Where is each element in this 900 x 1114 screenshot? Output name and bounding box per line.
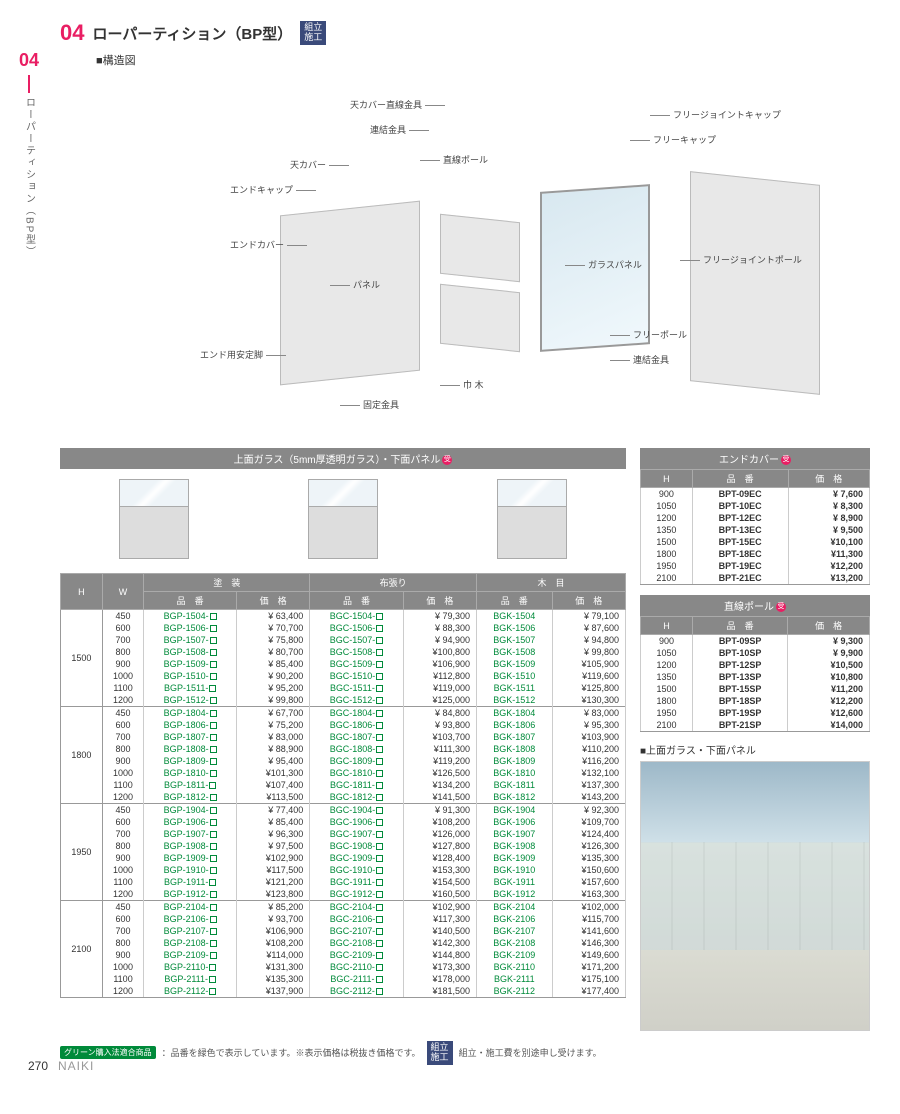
table-row: 1100BGP-1911-¥121,200BGC-1911-¥154,500BG… [61, 876, 626, 888]
table-row: 2100BPT-21SP¥14,000 [641, 719, 870, 732]
diagram-label: 連結金具 [370, 123, 429, 136]
header-num: 04 [60, 20, 84, 46]
pole-title: 直線ポール受 [640, 595, 870, 616]
assembly-badge-small: 組立 施工 [427, 1041, 453, 1065]
table-row: 1200BPT-12EC¥ 8,900 [641, 512, 870, 524]
footnote-text1: ：品番を緑色で表示しています。※表示価格は税抜き価格です。 [162, 1046, 421, 1059]
endcover-table: H品 番価 格900BPT-09EC¥ 7,6001050BPT-10EC¥ 8… [640, 469, 870, 585]
table-row: 1950BPT-19SP¥12,600 [641, 707, 870, 719]
brand-name: NAIKI [58, 1059, 94, 1073]
structure-heading: ■構造図 [96, 52, 870, 68]
table-row: 900BGP-2109-¥114,000BGC-2109-¥144,800BGK… [61, 949, 626, 961]
diagram-label: 固定金具 [340, 398, 399, 411]
product-photo [640, 761, 870, 1031]
table-row: 800BGP-1808-¥ 88,900BGC-1808-¥111,300BGK… [61, 743, 626, 755]
table-row: 1350BPT-13EC¥ 9,500 [641, 524, 870, 536]
table-row: 900BPT-09SP¥ 9,300 [641, 635, 870, 648]
table-row: 1100BGP-1811-¥107,400BGC-1811-¥134,200BG… [61, 779, 626, 791]
table-row: 800BGP-2108-¥108,200BGC-2108-¥142,300BGK… [61, 937, 626, 949]
table-row: 900BGP-1909-¥102,900BGC-1909-¥128,400BGK… [61, 852, 626, 864]
table-row: 900BGP-1809-¥ 95,400BGC-1809-¥119,200BGK… [61, 755, 626, 767]
structure-diagram: 天カバー直線金具 連結金具 天カバー エンドキャップ 直線ポール エンドカバー … [120, 78, 850, 428]
table-row: 1000BGP-1510-¥ 90,200BGC-1510-¥112,800BG… [61, 670, 626, 682]
table-row: 1200BGP-1912-¥123,800BGC-1912-¥160,500BG… [61, 888, 626, 901]
table-row: 1500BPT-15EC¥10,100 [641, 536, 870, 548]
table-row: 700BGP-2107-¥106,900BGC-2107-¥140,500BGK… [61, 925, 626, 937]
table-row: 700BGP-1807-¥ 83,000BGC-1807-¥103,700BGK… [61, 731, 626, 743]
endcover-title: エンドカバー受 [640, 448, 870, 469]
diagram-label: エンドキャップ [230, 183, 316, 196]
page-number: 270 [28, 1059, 48, 1073]
table-row: 1200BGP-1812-¥113,500BGC-1812-¥141,500BG… [61, 791, 626, 804]
main-table-title: 上面ガラス（5mm厚透明ガラス）・下面パネル受 [60, 448, 626, 469]
table-row: 1800BPT-18EC¥11,300 [641, 548, 870, 560]
diagram-label: フリーポール [610, 328, 687, 341]
table-row: 700BGP-1907-¥ 96,300BGC-1907-¥126,000BGK… [61, 828, 626, 840]
table-row: 900BPT-09EC¥ 7,600 [641, 488, 870, 501]
diagram-label: 天カバー直線金具 [350, 98, 445, 111]
diagram-label: 直線ポール [420, 153, 488, 166]
header-title: ローパーティション（BP型） [92, 23, 292, 44]
diagram-label: エンドカバー [230, 238, 307, 251]
diagram-label: 連結金具 [610, 353, 669, 366]
diagram-label: 天カバー [290, 158, 349, 171]
table-row: 1500BPT-15SP¥11,200 [641, 683, 870, 695]
diagram-label: フリージョイントポール [680, 253, 802, 266]
footnote: グリーン購入法適合商品 ：品番を緑色で表示しています。※表示価格は税抜き価格です… [60, 1041, 870, 1065]
table-row: 1000BGP-1810-¥101,300BGC-1810-¥126,500BG… [61, 767, 626, 779]
table-row: 700BGP-1507-¥ 75,800BGC-1507-¥ 94,900BGK… [61, 634, 626, 646]
table-row: 900BGP-1509-¥ 85,400BGC-1509-¥106,900BGK… [61, 658, 626, 670]
diagram-label: パネル [330, 278, 380, 291]
side-tab: 04 ローパーティション（BP型） [18, 50, 40, 258]
table-row: 1350BPT-13SP¥10,800 [641, 671, 870, 683]
table-row: 1200BGP-1512-¥ 99,800BGC-1512-¥125,000BG… [61, 694, 626, 707]
table-row: 600BGP-1906-¥ 85,400BGC-1906-¥108,200BGK… [61, 816, 626, 828]
table-row: 600BGP-2106-¥ 93,700BGC-2106-¥117,300BGK… [61, 913, 626, 925]
diagram-label: フリーキャップ [630, 133, 716, 146]
table-row: 1950BPT-19EC¥12,200 [641, 560, 870, 572]
table-row: 1800BPT-18SP¥12,200 [641, 695, 870, 707]
photo-caption: ■上面ガラス・下面パネル [640, 742, 870, 757]
diagram-label: エンド用安定脚 [200, 348, 286, 361]
diagram-label: フリージョイントキャップ [650, 108, 781, 121]
eco-badge: グリーン購入法適合商品 [60, 1046, 156, 1059]
panel-thumbnails [60, 469, 626, 573]
table-row: 600BGP-1806-¥ 75,200BGC-1806-¥ 93,800BGK… [61, 719, 626, 731]
main-price-table: HW塗 装布張り木 目品 番価 格品 番価 格品 番価 格1500450BGP-… [60, 573, 626, 998]
table-row: 800BGP-1508-¥ 80,700BGC-1508-¥100,800BGK… [61, 646, 626, 658]
side-divider [28, 75, 30, 93]
table-row: 1500450BGP-1504-¥ 63,400BGC-1504-¥ 79,30… [61, 610, 626, 623]
table-row: 1950450BGP-1904-¥ 77,400BGC-1904-¥ 91,30… [61, 804, 626, 817]
table-row: 1000BGP-1910-¥117,500BGC-1910-¥153,300BG… [61, 864, 626, 876]
table-row: 1800450BGP-1804-¥ 67,700BGC-1804-¥ 84,80… [61, 707, 626, 720]
table-row: 2100450BGP-2104-¥ 85,200BGC-2104-¥102,90… [61, 901, 626, 914]
footnote-text2: 組立・施工費を別途申し受けます。 [459, 1046, 602, 1059]
table-row: 1050BPT-10EC¥ 8,300 [641, 500, 870, 512]
pole-table: H品 番価 格900BPT-09SP¥ 9,3001050BPT-10SP¥ 9… [640, 616, 870, 732]
table-row: 1050BPT-10SP¥ 9,900 [641, 647, 870, 659]
table-row: 1200BGP-2112-¥137,900BGC-2112-¥181,500BG… [61, 985, 626, 998]
assembly-badge: 組立 施工 [300, 21, 326, 45]
diagram-label: ガラスパネル [565, 258, 642, 271]
table-row: 800BGP-1908-¥ 97,500BGC-1908-¥127,800BGK… [61, 840, 626, 852]
page-header: 04 ローパーティション（BP型） 組立 施工 [60, 20, 870, 46]
table-row: 1200BPT-12SP¥10,500 [641, 659, 870, 671]
table-row: 1100BGP-1511-¥ 95,200BGC-1511-¥119,000BG… [61, 682, 626, 694]
table-row: 600BGP-1506-¥ 70,700BGC-1506-¥ 88,300BGK… [61, 622, 626, 634]
side-section-num: 04 [18, 50, 40, 71]
table-row: 1000BGP-2110-¥131,300BGC-2110-¥173,300BG… [61, 961, 626, 973]
table-row: 1100BGP-2111-¥135,300BGC-2111-¥178,000BG… [61, 973, 626, 985]
diagram-label: 巾 木 [440, 378, 484, 391]
side-title: ローパーティション（BP型） [22, 97, 37, 258]
table-row: 2100BPT-21EC¥13,200 [641, 572, 870, 585]
